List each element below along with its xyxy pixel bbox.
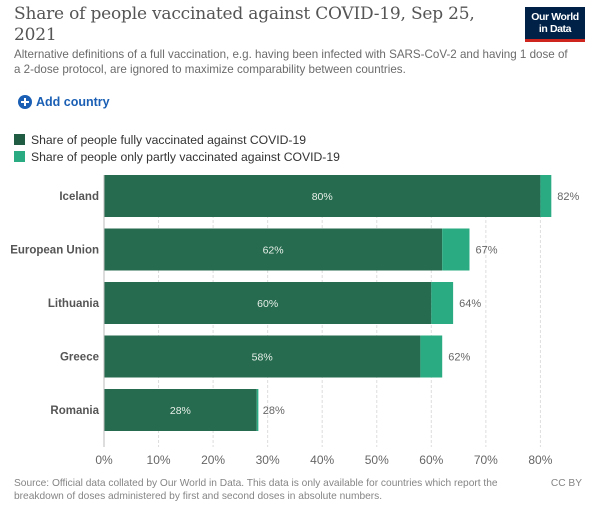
add-country-button[interactable]: Add country [18,95,110,109]
total-value-label: 62% [448,352,470,364]
legend-label-fully: Share of people fully vaccinated against… [31,132,307,147]
x-tick-label: 30% [256,453,280,467]
total-value-label: 67% [475,245,497,257]
x-tick-label: 20% [201,453,225,467]
bar-value-label: 60% [257,298,278,310]
chart-subtitle: Alternative definitions of a full vaccin… [14,48,568,76]
x-tick-label: 60% [419,453,443,467]
bar-partly-vaccinated [431,282,454,324]
legend-label-partly: Share of people only partly vaccinated a… [31,149,340,164]
bar-value-label: 28% [170,405,191,417]
bar-partly-vaccinated [540,175,552,217]
chart-title: Share of people vaccinated against COVID… [14,4,475,45]
category-label: Greece [60,352,99,364]
source-note: Source: Official data collated by Our Wo… [14,478,498,502]
total-value-label: 28% [263,405,285,417]
logo-line-2: in Data [538,23,572,35]
bar-chart: Iceland 80% 82% European Union 62% 67% Lithuan… [10,175,580,467]
bar-fully-vaccinated [104,175,541,217]
x-tick-label: 10% [147,453,171,467]
category-label: Iceland [59,191,99,203]
bar-fully-vaccinated [104,228,443,271]
license-label: CC BY [550,478,582,489]
bar-value-label: 58% [252,352,273,364]
bar-fully-vaccinated [104,335,421,378]
total-value-label: 82% [557,191,579,203]
legend: Share of people fully vaccinated against… [14,131,340,165]
x-tick-label: 40% [310,453,334,467]
category-label: European Union [10,245,99,257]
legend-swatch-partly [14,151,25,162]
total-value-label: 64% [459,298,481,310]
bar-fully-vaccinated [104,282,432,324]
logo-line-1: Our World [531,11,579,23]
legend-swatch-fully [14,134,25,145]
legend-item-partly[interactable]: Share of people only partly vaccinated a… [14,148,340,165]
x-tick-label: 50% [365,453,389,467]
bar-partly-vaccinated [420,335,443,378]
add-country-label: Add country [36,95,110,109]
bar-fully-vaccinated [104,389,257,431]
x-tick-label: 0% [95,453,113,467]
plus-circle-icon [18,95,32,109]
category-label: Lithuania [48,298,100,310]
bar-partly-vaccinated [256,389,259,431]
bar-value-label: 62% [263,245,284,257]
bar-value-label: 80% [312,191,333,203]
x-tick-label: 80% [528,453,552,467]
legend-item-fully[interactable]: Share of people fully vaccinated against… [14,131,340,148]
x-tick-label: 70% [474,453,498,467]
category-label: Romania [50,405,99,417]
owid-logo[interactable]: Our World in Data [525,7,585,42]
bar-partly-vaccinated [442,228,470,271]
